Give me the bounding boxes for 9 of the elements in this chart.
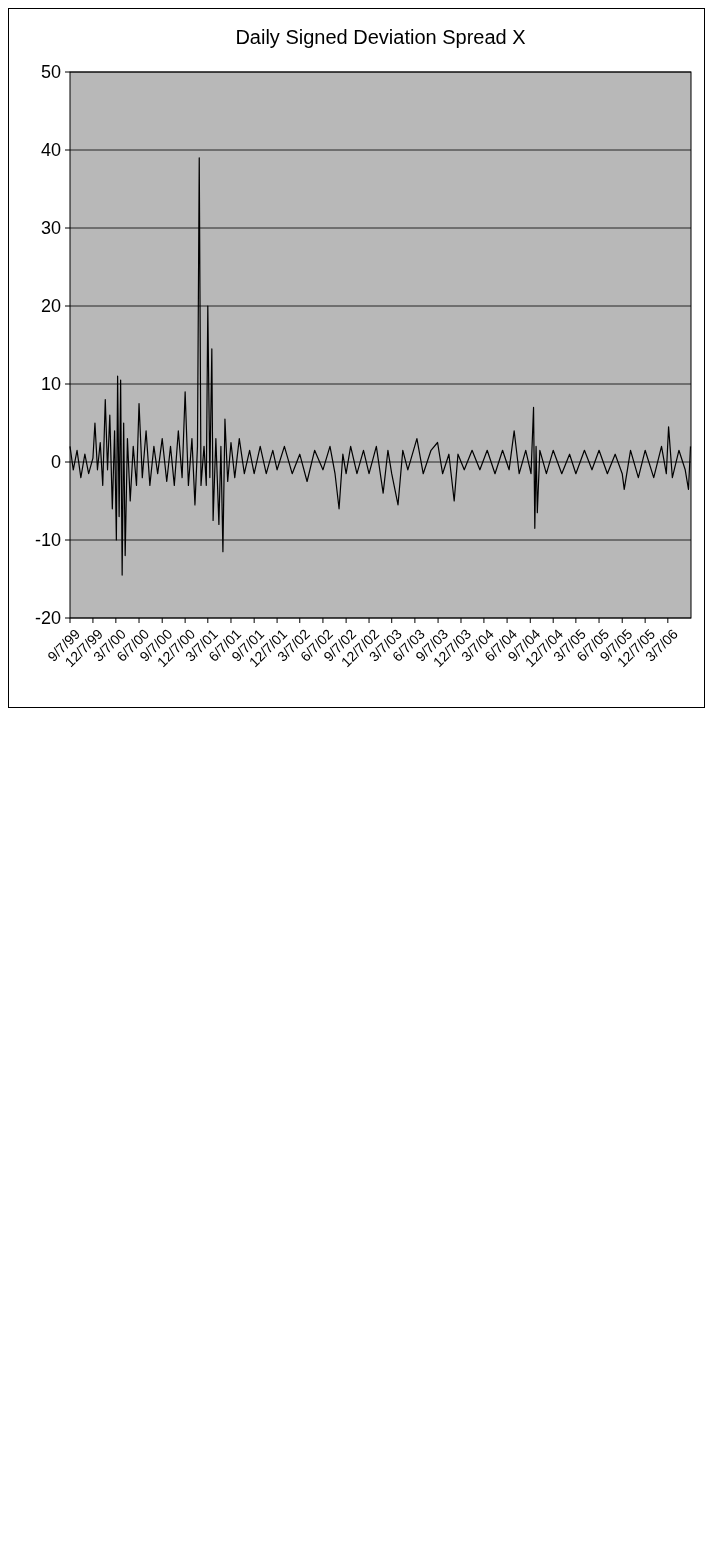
chart-title: Daily Signed Deviation Spread X <box>235 26 526 48</box>
y-tick-label: -10 <box>34 530 61 551</box>
y-tick-label: -20 <box>34 608 61 629</box>
y-tick-label: 50 <box>40 62 61 83</box>
y-tick-label: 0 <box>50 452 61 473</box>
y-tick-label: 30 <box>40 218 61 239</box>
y-tick-label: 10 <box>40 374 61 395</box>
y-tick-label: 40 <box>40 140 61 161</box>
y-tick-label: 20 <box>40 296 61 317</box>
